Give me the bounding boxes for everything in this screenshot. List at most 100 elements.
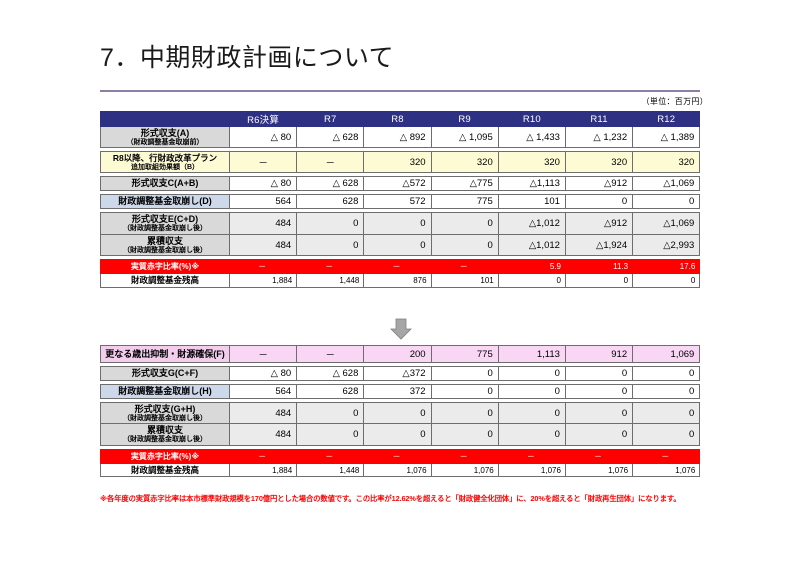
upper-row-1-cell-2: 320 <box>363 151 432 174</box>
row-label-main: 実質赤字比率(%)※ <box>130 451 200 461</box>
upper-row-6-cell-1: － <box>296 259 365 275</box>
upper-row-2-cell-0: △ 80 <box>228 176 298 192</box>
lower-row-5-cell-0: － <box>228 448 298 464</box>
upper-row-6-cell-0: － <box>228 259 298 275</box>
upper-row-5-label: 累積収支 （財政調整基金取崩し後） <box>100 233 230 257</box>
upper-row-3-cell-0: 564 <box>228 194 298 210</box>
table-row: 実質赤字比率(%)※ －－－－ 5.9 11.3 17.6 <box>100 259 701 275</box>
row-spacer <box>100 147 700 152</box>
upper-row-1-cell-0: － <box>228 151 298 174</box>
lower-row-2-cell-2: 372 <box>363 384 432 399</box>
row-label-main: 形式収支C(A+B) <box>131 178 199 189</box>
upper-row-5-cell-5: △1,924 <box>564 233 634 257</box>
row-label-main: 財政調整基金取崩し(H) <box>118 386 212 397</box>
lower-row-6-cell-1: 1,448 <box>296 462 365 478</box>
upper-row-5-cell-4: △1,012 <box>497 233 566 257</box>
table-row: 形式収支G(C+F) △ 80 △ 628 △372 0 0 0 0 <box>100 366 701 381</box>
upper-row-4-cell-4: △1,012 <box>497 212 566 235</box>
row-label-main: 財政調整基金取崩し(D) <box>118 196 212 207</box>
upper-row-5-cell-6: △2,993 <box>632 233 701 257</box>
row-spacer <box>100 445 700 450</box>
lower-row-3-cell-0: 484 <box>228 401 298 425</box>
table-lower-body: 更なる歳出抑制・財源確保(F) －－ 200 775 1,113 912 1,069 形式収支… <box>100 345 701 478</box>
upper-row-3-label: 財政調整基金取崩し(D) <box>100 194 230 210</box>
row-label-main: 累積収支 <box>146 235 183 246</box>
page-title-block: 7．中期財政計画について <box>100 44 700 73</box>
table-row: 累積収支 （財政調整基金取崩し後） 484 0 0 0 △1,012 △1,924 △2,993 <box>100 233 701 257</box>
column-header-r12: R12 <box>632 111 701 127</box>
upper-row-0-cell-6: △ 1,389 <box>632 125 701 149</box>
lower-row-2-cell-4: 0 <box>497 384 566 399</box>
upper-row-0-cell-5: △ 1,232 <box>564 125 634 149</box>
column-header-r10: R10 <box>497 111 566 127</box>
upper-row-1-label: R8以降、行財政改革プラン 追加取組効果額（B） <box>100 151 230 174</box>
row-label-main: 財政調整基金残高 <box>130 464 199 475</box>
upper-row-1-cell-3: 320 <box>430 151 499 174</box>
column-header-r6: R6決算 <box>228 111 298 127</box>
upper-row-7-label: 財政調整基金残高 <box>100 273 230 288</box>
title-divider <box>100 90 700 92</box>
column-header-r9: R9 <box>430 111 499 127</box>
column-header-blank <box>100 111 230 127</box>
arrow-down-icon <box>390 318 412 340</box>
lower-row-1-cell-4: 0 <box>497 366 566 381</box>
lower-row-1-cell-1: △ 628 <box>296 366 365 381</box>
row-label-main: 形式収支E(C+D) <box>131 214 199 225</box>
lower-row-1-cell-3: 0 <box>430 366 499 381</box>
lower-row-3-label: 形式収支(G+H) （財政調整基金取崩し後） <box>100 401 230 425</box>
table-row: 財政調整基金残高 1,884 1,448 1,076 1,076 1,076 1,076 1,… <box>100 462 701 478</box>
lower-row-5-cell-3: － <box>430 448 499 464</box>
upper-row-6-cell-3: － <box>430 259 499 275</box>
financial-table-upper: R6決算 R7 R8 R9 R10 R11 R12 形式収支(A) （財政調整基金… <box>100 111 701 288</box>
row-spacer-cell <box>100 147 700 152</box>
upper-row-0-cell-3: △ 1,095 <box>430 125 499 149</box>
lower-row-0-cell-0: － <box>228 345 298 363</box>
column-header-r8: R8 <box>363 111 432 127</box>
column-header-r11: R11 <box>564 111 634 127</box>
lower-row-0-cell-2: 200 <box>363 345 432 363</box>
lower-row-1-cell-5: 0 <box>564 366 634 381</box>
row-label-sub: （財政調整基金取崩し後） <box>123 414 207 422</box>
lower-row-4-cell-6: 0 <box>632 423 701 446</box>
lower-row-0-cell-5: 912 <box>564 345 634 363</box>
lower-row-4-cell-3: 0 <box>430 423 499 446</box>
row-spacer-cell <box>100 208 700 213</box>
upper-row-7-cell-1: 1,448 <box>296 273 365 288</box>
row-label-sub: （財政調整基金取崩し後） <box>123 436 207 444</box>
row-spacer <box>100 190 700 195</box>
lower-row-3-cell-4: 0 <box>497 401 566 425</box>
row-spacer <box>100 255 700 260</box>
row-spacer <box>100 380 700 385</box>
upper-row-7-cell-2: 876 <box>363 273 432 288</box>
upper-row-4-cell-3: 0 <box>430 212 499 235</box>
upper-row-2-cell-5: △912 <box>564 176 634 192</box>
upper-row-4-cell-2: 0 <box>363 212 432 235</box>
page-title: 7．中期財政計画について <box>100 44 395 72</box>
upper-row-3-cell-3: 775 <box>430 194 499 210</box>
upper-row-4-cell-0: 484 <box>228 212 298 235</box>
row-label-main: 財政調整基金残高 <box>130 275 199 286</box>
row-label-main: 形式収支(A) <box>140 128 190 138</box>
table-row: 累積収支 （財政調整基金取崩し後） 484 0 0 0 0 0 0 <box>100 423 701 446</box>
lower-row-3-cell-5: 0 <box>564 401 634 425</box>
lower-row-6-cell-6: 1,076 <box>632 462 701 478</box>
lower-row-4-cell-4: 0 <box>497 423 566 446</box>
lower-row-6-label: 財政調整基金残高 <box>100 462 230 478</box>
lower-row-6-cell-3: 1,076 <box>430 462 499 478</box>
financial-table-lower: 更なる歳出抑制・財源確保(F) －－ 200 775 1,113 912 1,069 形式収支… <box>100 345 701 478</box>
lower-row-5-cell-6: － <box>632 448 701 464</box>
upper-row-4-cell-5: △912 <box>564 212 634 235</box>
lower-row-0-cell-4: 1,113 <box>497 345 566 363</box>
lower-row-1-cell-2: △372 <box>363 366 432 381</box>
lower-row-2-label: 財政調整基金取崩し(H) <box>100 384 230 399</box>
upper-row-0-cell-4: △ 1,433 <box>497 125 566 149</box>
row-spacer <box>100 172 700 177</box>
row-spacer-cell <box>100 445 700 450</box>
table-row: 財政調整基金取崩し(H) 564 628 372 0 0 0 0 <box>100 384 701 399</box>
lower-row-1-cell-0: △ 80 <box>228 366 298 381</box>
footnote-text: ※各年度の実質赤字比率は本市標準財政規模を170億円とした場合の数値です。この比… <box>100 494 681 503</box>
upper-row-0-cell-2: △ 892 <box>363 125 432 149</box>
lower-row-5-cell-1: － <box>296 448 365 464</box>
row-label-main: 形式収支G(C+F) <box>131 368 199 379</box>
upper-row-3-cell-6: 0 <box>632 194 701 210</box>
